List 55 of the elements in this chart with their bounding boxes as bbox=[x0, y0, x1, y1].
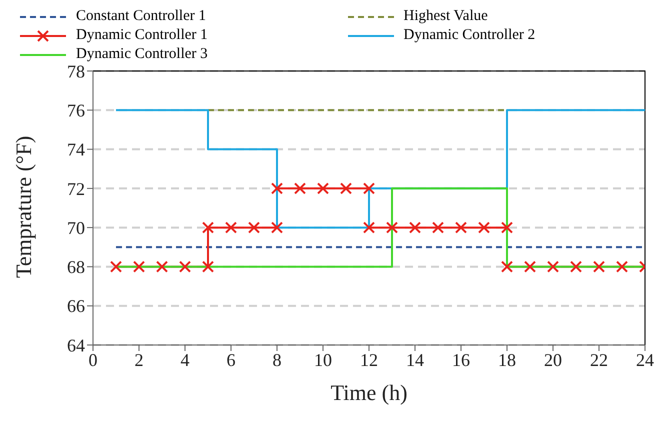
point bbox=[317, 182, 329, 194]
y-tick-label: 68 bbox=[67, 257, 85, 278]
point bbox=[202, 222, 214, 234]
point bbox=[501, 222, 513, 234]
point bbox=[271, 182, 283, 194]
y-axis-title: Temprature (°F) bbox=[10, 136, 36, 278]
x-tick-label: 24 bbox=[636, 350, 654, 370]
y-tick-label: 64 bbox=[67, 335, 85, 356]
point bbox=[386, 222, 398, 234]
x-tick-label: 0 bbox=[88, 350, 98, 370]
x-tick-label: 8 bbox=[272, 350, 282, 370]
legend-label: Dynamic Controller 2 bbox=[404, 27, 536, 44]
legend-label: Dynamic Controller 1 bbox=[76, 27, 208, 44]
x-tick-label: 4 bbox=[180, 350, 190, 370]
point bbox=[110, 260, 122, 273]
point bbox=[547, 260, 559, 273]
point bbox=[294, 182, 306, 194]
x-tick-label: 2 bbox=[134, 350, 144, 370]
y-tick-label: 66 bbox=[67, 296, 85, 316]
point bbox=[570, 260, 582, 273]
y-tick-label: 76 bbox=[67, 100, 85, 121]
x-tick-label: 20 bbox=[544, 350, 562, 370]
point bbox=[133, 260, 145, 273]
legend-label: Highest Value bbox=[404, 8, 488, 25]
x-tick-label: 16 bbox=[452, 350, 470, 370]
x-axis-title: Time (h) bbox=[330, 380, 408, 405]
point bbox=[225, 222, 237, 234]
legend-label: Constant Controller 1 bbox=[76, 8, 206, 25]
point bbox=[248, 222, 260, 234]
point bbox=[409, 222, 421, 234]
x-tick-label: 14 bbox=[406, 350, 424, 370]
point bbox=[501, 260, 513, 273]
x-tick-label: 12 bbox=[360, 350, 378, 370]
x-tick-label: 6 bbox=[226, 350, 236, 370]
point bbox=[455, 222, 467, 234]
y-tick-label: 78 bbox=[67, 61, 85, 82]
point bbox=[524, 260, 536, 273]
point bbox=[340, 182, 352, 194]
legend-label: Dynamic Controller 3 bbox=[76, 46, 208, 63]
point bbox=[593, 260, 605, 273]
x-tick-label: 22 bbox=[590, 350, 608, 370]
x-tick-label: 10 bbox=[314, 350, 332, 370]
point bbox=[432, 222, 444, 234]
point bbox=[271, 222, 283, 234]
y-tick-label: 70 bbox=[67, 218, 85, 238]
point bbox=[179, 260, 191, 273]
x-tick-label: 18 bbox=[498, 350, 516, 370]
point bbox=[156, 260, 168, 273]
point bbox=[616, 260, 628, 273]
y-tick-label: 72 bbox=[67, 178, 85, 199]
point bbox=[478, 222, 490, 234]
y-tick-label: 74 bbox=[67, 140, 85, 160]
point bbox=[202, 260, 214, 273]
point bbox=[363, 222, 375, 234]
point bbox=[363, 182, 375, 194]
